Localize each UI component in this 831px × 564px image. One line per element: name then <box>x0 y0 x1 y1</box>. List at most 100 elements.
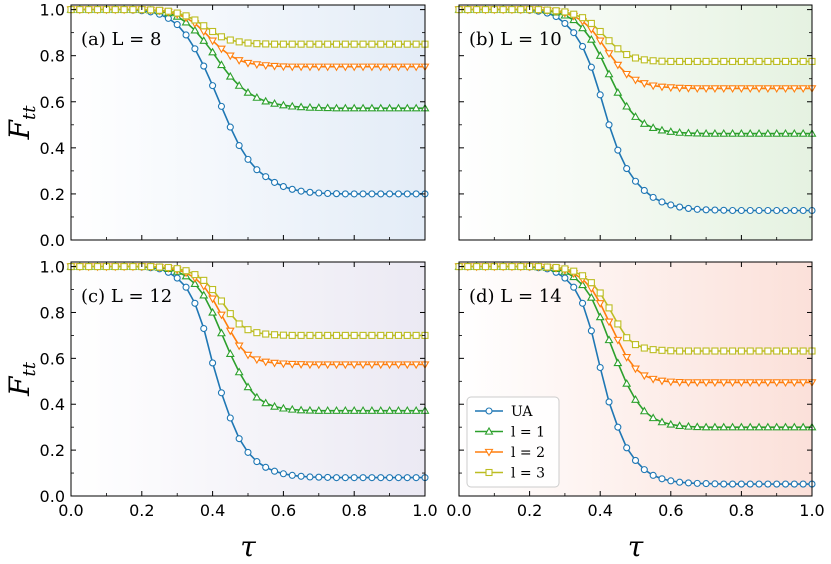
data-point <box>755 347 763 355</box>
data-point <box>736 422 746 431</box>
data-point <box>754 128 764 137</box>
y-tick-label: 0.8 <box>40 303 65 322</box>
data-point <box>623 444 631 452</box>
data-point <box>217 102 225 110</box>
data-point <box>217 311 226 320</box>
x-tick-label: 0.0 <box>58 501 83 520</box>
data-point <box>781 206 790 215</box>
legend-marker <box>485 407 493 415</box>
data-point <box>639 119 649 127</box>
data-point <box>675 379 685 387</box>
data-point <box>252 93 262 101</box>
data-point <box>323 406 333 414</box>
data-point <box>296 63 306 72</box>
data-point <box>667 347 675 355</box>
data-point <box>631 54 640 62</box>
data-point <box>605 398 613 406</box>
data-point <box>622 378 632 387</box>
data-point <box>676 347 684 355</box>
data-point <box>746 206 754 215</box>
data-point <box>737 347 745 355</box>
data-point <box>191 271 199 279</box>
panel-1: 0.0 0.2 0.4 0.6 0.8 1.0 (a) L = 8 Ftt <box>3 1 430 250</box>
data-point <box>305 361 315 370</box>
data-point <box>253 40 261 48</box>
data-point <box>243 351 253 360</box>
data-point <box>684 128 693 137</box>
data-point <box>377 331 385 339</box>
data-point <box>332 361 341 370</box>
data-point <box>85 263 93 271</box>
data-point <box>288 471 296 479</box>
data-point <box>341 474 349 482</box>
data-point <box>173 9 181 17</box>
data-point <box>773 206 781 215</box>
data-point <box>412 331 420 339</box>
data-point <box>649 471 657 479</box>
data-point <box>182 31 190 39</box>
data-point <box>657 83 667 92</box>
data-point <box>649 57 657 65</box>
data-point <box>191 299 199 307</box>
data-point <box>244 39 252 47</box>
data-point <box>262 173 270 181</box>
data-point <box>773 347 781 355</box>
y-tick-label: 1.0 <box>40 1 65 20</box>
data-point <box>666 84 676 93</box>
data-point <box>402 361 412 370</box>
data-point <box>225 71 235 80</box>
data-point <box>596 363 604 372</box>
data-point <box>278 360 288 369</box>
data-point <box>147 6 155 14</box>
data-point <box>570 267 578 275</box>
panel-label: (d) L = 14 <box>469 286 562 307</box>
data-point <box>508 263 516 271</box>
data-point <box>711 480 719 488</box>
data-point <box>658 57 666 65</box>
legend-label: l = 1 <box>511 425 545 441</box>
data-point <box>234 81 244 89</box>
data-point <box>385 63 395 72</box>
data-point <box>710 85 720 94</box>
data-point <box>613 336 623 345</box>
data-point <box>243 87 253 96</box>
data-point <box>217 33 225 41</box>
data-point <box>376 361 386 370</box>
data-point <box>789 422 799 431</box>
x-tick-label: 0.0 <box>446 501 471 520</box>
data-point <box>199 290 209 299</box>
data-point <box>376 103 386 112</box>
data-point <box>781 379 790 388</box>
data-point <box>278 100 288 109</box>
data-point <box>235 435 243 443</box>
data-point <box>578 280 587 289</box>
y-tick-label: 0.0 <box>40 487 65 506</box>
data-point <box>649 193 657 201</box>
data-point <box>772 422 782 431</box>
panel-label: (c) L = 12 <box>81 286 172 307</box>
data-point <box>217 60 226 69</box>
data-point <box>341 190 349 198</box>
data-point <box>736 379 746 388</box>
data-point <box>692 85 702 94</box>
data-point <box>481 6 490 14</box>
data-point <box>684 379 693 388</box>
data-point <box>692 422 702 431</box>
data-point <box>306 40 314 48</box>
data-point <box>648 413 658 422</box>
data-point <box>386 474 394 482</box>
data-point <box>190 25 200 34</box>
data-point <box>719 422 729 431</box>
data-point <box>711 206 719 214</box>
y-tick-label: 0.4 <box>40 139 65 158</box>
data-point <box>155 263 164 271</box>
data-point <box>587 63 595 71</box>
data-point <box>296 361 306 369</box>
data-point <box>684 204 693 212</box>
data-point <box>614 45 622 53</box>
data-point <box>534 6 542 14</box>
data-point <box>244 448 252 456</box>
legend-marker <box>484 426 494 435</box>
data-point <box>578 272 587 280</box>
data-point <box>534 263 542 271</box>
